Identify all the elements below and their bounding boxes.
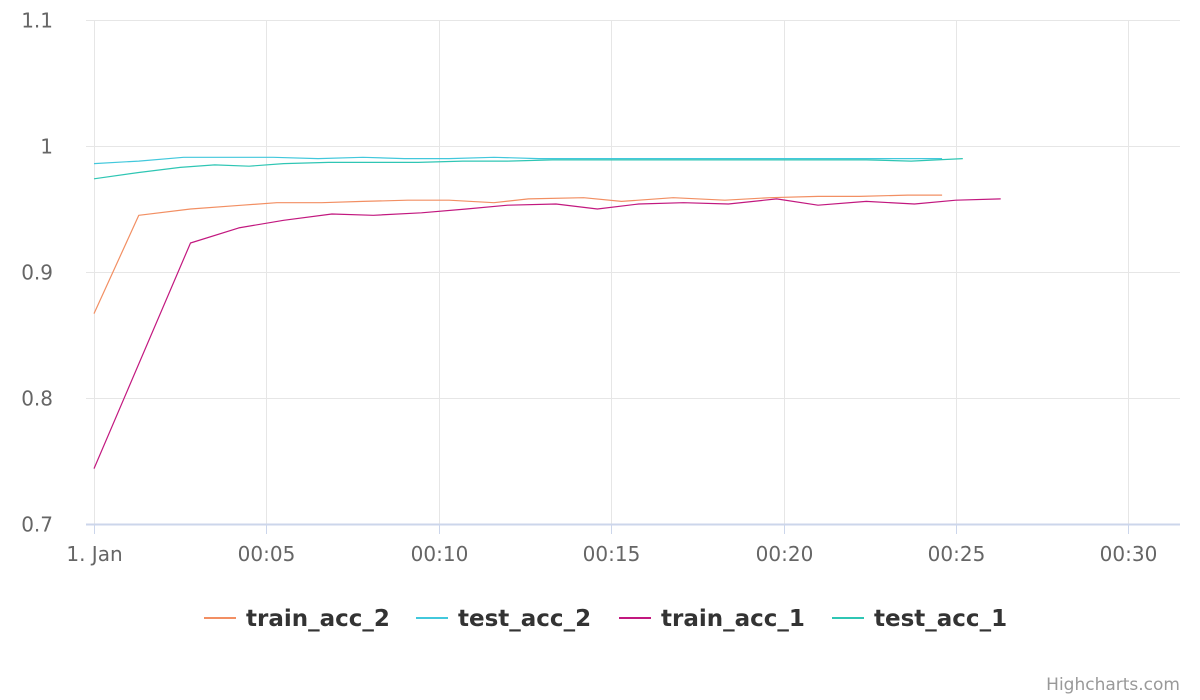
x-axis-tick-labels: 1. Jan 00:05 00:10 00:15 00:20 00:25 00:30: [66, 542, 1157, 566]
x-tick-label: 00:30: [1100, 542, 1158, 566]
x-tick-label: 00:25: [928, 542, 986, 566]
y-tick-label: 1.1: [21, 9, 53, 33]
series-line-test-acc-2[interactable]: [93, 156, 943, 165]
series-line-train-acc-1[interactable]: [93, 198, 1001, 469]
legend-label: train_acc_1: [661, 606, 805, 632]
y-tick-label: 0.8: [21, 387, 53, 411]
x-tick-label: 00:20: [756, 542, 814, 566]
x-tick-label: 1. Jan: [66, 542, 122, 566]
y-tick-label: 0.9: [21, 261, 53, 285]
y-tick-label: 1: [40, 135, 53, 159]
legend-label: test_acc_2: [458, 606, 591, 632]
series-line-test-acc-1[interactable]: [93, 158, 963, 180]
legend-item-test-acc-1[interactable]: test_acc_1: [832, 606, 1007, 632]
x-tick-label: 00:05: [238, 542, 296, 566]
x-tick-label: 00:15: [583, 542, 641, 566]
legend-item-train-acc-2[interactable]: train_acc_2: [204, 606, 390, 632]
credits-link[interactable]: Highcharts.com: [1046, 675, 1180, 695]
legend-label: test_acc_1: [874, 606, 1007, 632]
legend-item-train-acc-1[interactable]: train_acc_1: [619, 606, 805, 632]
horizontal-gridlines: [86, 20, 1180, 399]
y-axis-tick-labels: 0.7 0.8 0.9 1 1.1: [21, 9, 53, 537]
vertical-gridlines: [94, 20, 1129, 524]
x-axis-ticks: [94, 524, 1129, 534]
series-line-train-acc-2[interactable]: [93, 194, 943, 314]
legend: train_acc_2 test_acc_2 train_acc_1 test_acc…: [204, 606, 1007, 632]
series-layer: [93, 156, 1001, 469]
legend-label: train_acc_2: [246, 606, 390, 632]
legend-item-test-acc-2[interactable]: test_acc_2: [416, 606, 591, 632]
y-tick-label: 0.7: [21, 513, 53, 537]
x-tick-label: 00:10: [411, 542, 469, 566]
